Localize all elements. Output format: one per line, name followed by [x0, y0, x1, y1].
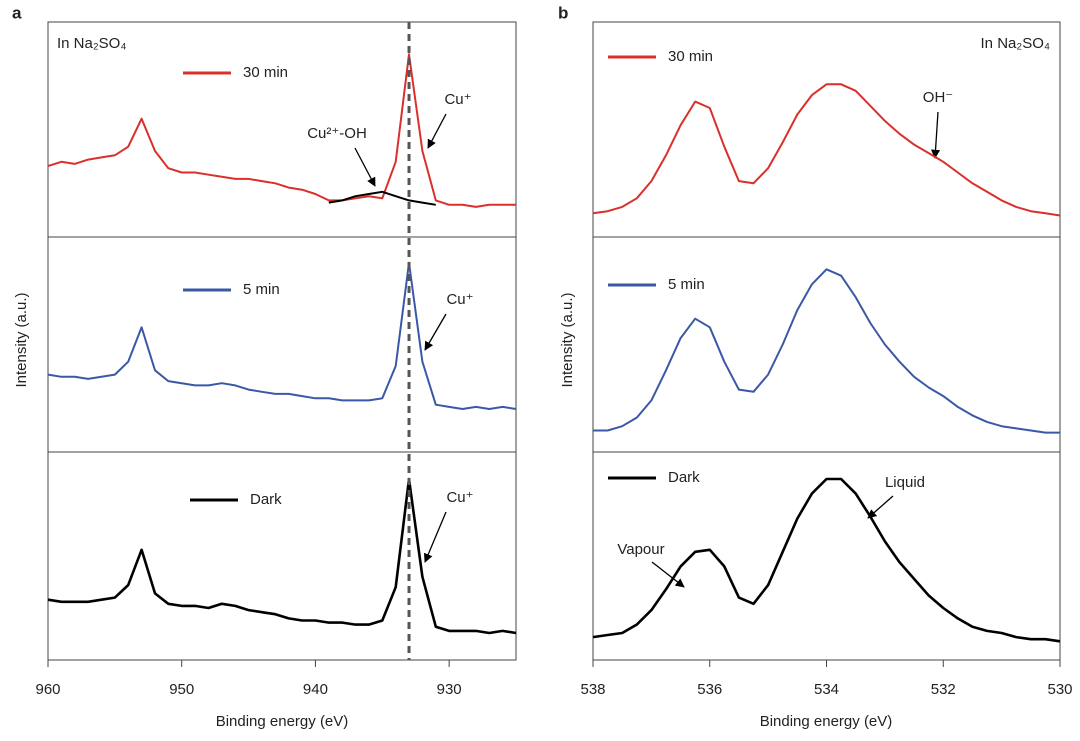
arrow — [427, 113, 447, 149]
annotation: Liquid — [885, 474, 925, 491]
legend-label: 30 min — [243, 64, 288, 81]
panel-label: a — [12, 3, 22, 22]
spectrum-line — [592, 83, 1061, 217]
x-tick-label: 950 — [169, 681, 194, 698]
x-axis-label: Binding energy (eV) — [216, 713, 349, 730]
spectrum-line — [47, 53, 516, 208]
x-tick-label: 940 — [303, 681, 328, 698]
x-tick-label: 960 — [35, 681, 60, 698]
x-tick-label: 534 — [814, 681, 839, 698]
arrow — [354, 147, 376, 187]
x-tick-label: 930 — [437, 681, 462, 698]
subplot-frame — [592, 21, 1061, 238]
arrow — [651, 561, 685, 588]
legend-label: 30 min — [668, 48, 713, 65]
annotation: OH⁻ — [923, 89, 953, 106]
legend-label: 5 min — [243, 281, 280, 298]
spectrum-line — [592, 477, 1061, 643]
arrow — [423, 511, 447, 563]
y-axis-label: Intensity (a.u.) — [559, 292, 576, 387]
x-axis-label: Binding energy (eV) — [760, 713, 893, 730]
spectrum-line — [593, 268, 1060, 434]
spectrum-line — [328, 190, 436, 206]
annotation: Cu⁺ — [446, 291, 473, 308]
legend-label: Dark — [250, 491, 282, 508]
y-axis-label: Intensity (a.u.) — [13, 292, 30, 387]
annotation: Cu²⁺-OH — [307, 125, 367, 142]
subplot-frame — [47, 451, 517, 661]
spectrum-line — [47, 261, 517, 410]
x-tick-label: 536 — [697, 681, 722, 698]
annotation: Vapour — [617, 541, 664, 558]
arrow — [424, 313, 447, 351]
subplot-frame — [47, 236, 517, 453]
annotation: Cu⁺ — [446, 489, 473, 506]
panel-label: b — [558, 3, 568, 22]
note: In Na₂SO₄ — [981, 35, 1050, 52]
annotation: Cu⁺ — [444, 91, 471, 108]
note: In Na₂SO₄ — [57, 35, 126, 52]
legend-label: 5 min — [668, 276, 705, 293]
legend-label: Dark — [668, 469, 700, 486]
x-tick-label: 532 — [931, 681, 956, 698]
arrow — [930, 111, 941, 159]
x-tick-label: 538 — [580, 681, 605, 698]
x-tick-label: 530 — [1047, 681, 1072, 698]
arrow — [867, 495, 894, 519]
spectrum-line — [47, 477, 517, 635]
